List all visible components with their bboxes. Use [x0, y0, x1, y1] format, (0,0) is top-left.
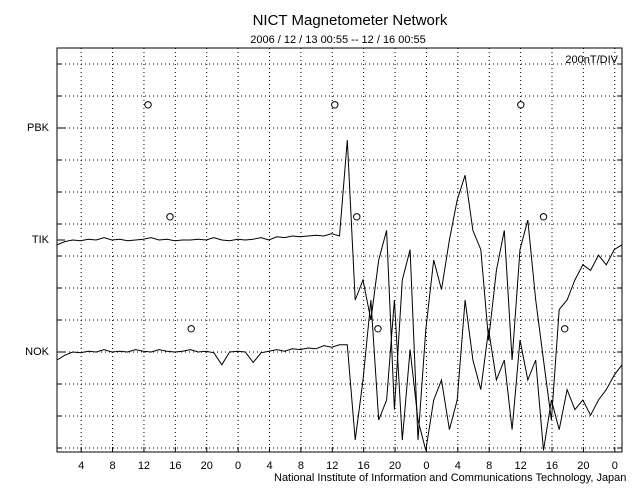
x-tick-label: 8: [298, 460, 304, 472]
x-tick-label: 0: [235, 460, 241, 472]
x-tick-label: 12: [514, 460, 526, 472]
y-tick-label: NOK: [25, 346, 50, 358]
marker: [187, 325, 195, 333]
x-tick-label: 16: [358, 460, 370, 472]
marker: [517, 101, 525, 109]
x-tick-label: 12: [138, 460, 150, 472]
x-tick-label: 20: [201, 460, 213, 472]
x-tick-label: 16: [546, 460, 558, 472]
plot-frame: [56, 47, 623, 453]
marker: [561, 325, 569, 333]
marker: [539, 213, 548, 221]
x-tick-label: 4: [78, 460, 84, 472]
x-tick-label: 8: [486, 460, 492, 472]
marker: [374, 325, 382, 333]
footer: National Institute of Information and Co…: [274, 472, 626, 484]
marker: [166, 213, 174, 221]
x-tick-label: 16: [169, 460, 181, 472]
series-line: [56, 139, 623, 441]
marker: [353, 213, 361, 221]
x-tick-label: 0: [423, 460, 429, 472]
x-tick-label: 8: [109, 460, 115, 472]
x-tick-label: 12: [326, 460, 338, 472]
x-tick-label: 4: [455, 460, 461, 472]
chart-subtitle: 2006 / 12 / 13 00:55 -- 12 / 16 00:55: [250, 34, 426, 46]
x-tick-label: 4: [266, 460, 272, 472]
marker: [144, 101, 152, 109]
y-tick-label: TIK: [32, 234, 50, 246]
series-line: [56, 299, 623, 451]
marker: [331, 101, 339, 109]
x-tick-label: 20: [389, 460, 401, 472]
x-tick-label: 0: [612, 460, 618, 472]
x-tick-label: 20: [577, 460, 589, 472]
chart-title: NICT Magnetometer Network: [253, 12, 448, 29]
y-tick-label: PBK: [27, 122, 50, 134]
scale-label: 200nT/DIV: [565, 54, 618, 66]
